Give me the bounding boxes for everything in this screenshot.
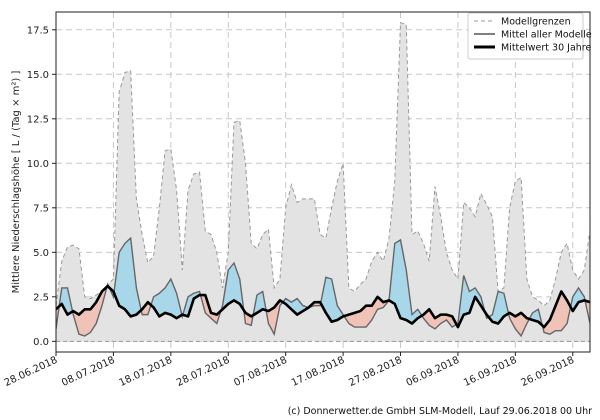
x-tick-label: 06.09.2018	[405, 355, 462, 389]
credit-text: (c) Donnerwetter.de GmbH SLM-Modell, Lau…	[287, 406, 592, 417]
x-tick-label: 28.07.2018	[175, 355, 232, 389]
y-axis-ticks: 0.0 2.5 5.0 7.5 10.0 12.5 15.0 17.5	[27, 25, 56, 348]
y-tick-label: 0.0	[33, 337, 49, 348]
y-axis-label: Mittlere Niederschlagshöhe [ L / (Tag × …	[11, 71, 22, 294]
y-tick-label: 15.0	[27, 70, 49, 81]
x-tick-label: 26.09.2018	[519, 355, 576, 389]
legend-box	[467, 12, 584, 60]
above-normal-fill	[124, 237, 131, 317]
y-tick-label: 12.5	[27, 114, 49, 125]
series-lines	[56, 22, 590, 342]
y-tick-label: 5.0	[33, 248, 49, 259]
x-tick-label: 17.08.2018	[290, 355, 347, 389]
y-tick-label: 10.0	[27, 159, 49, 170]
y-tick-label: 2.5	[33, 292, 49, 303]
series-line-model-max	[56, 22, 590, 307]
legend: Modellgrenzen Mittel aller Modelle Mitte…	[467, 12, 592, 60]
x-tick-label: 16.09.2018	[462, 355, 519, 389]
x-tick-label: 28.06.2018	[3, 355, 60, 389]
legend-label-modellgrenzen: Modellgrenzen	[501, 17, 571, 28]
legend-label-mittelwert-30-jahre: Mittelwert 30 Jahre	[501, 43, 591, 54]
series-line-mittel-aller-modelle	[56, 236, 590, 338]
above-normal-fill	[119, 242, 126, 310]
x-tick-label: 08.07.2018	[60, 355, 117, 389]
plot-frame	[55, 11, 591, 353]
x-tick-label: 27.08.2018	[347, 355, 404, 389]
series-line-mittelwert-30-jahre	[56, 284, 590, 329]
y-tick-label: 7.5	[33, 203, 49, 214]
x-tick-label: 07.08.2018	[232, 355, 289, 389]
x-tick-label: 18.07.2018	[118, 355, 175, 389]
y-tick-label: 17.5	[27, 25, 49, 36]
below-normal-fill	[84, 309, 91, 337]
x-axis-ticks: 28.06.2018 08.07.2018 18.07.2018 28.07.2018…	[3, 352, 576, 389]
model-envelope-area	[56, 22, 590, 342]
legend-label-mittel-aller-modelle: Mittel aller Modelle	[501, 30, 592, 41]
